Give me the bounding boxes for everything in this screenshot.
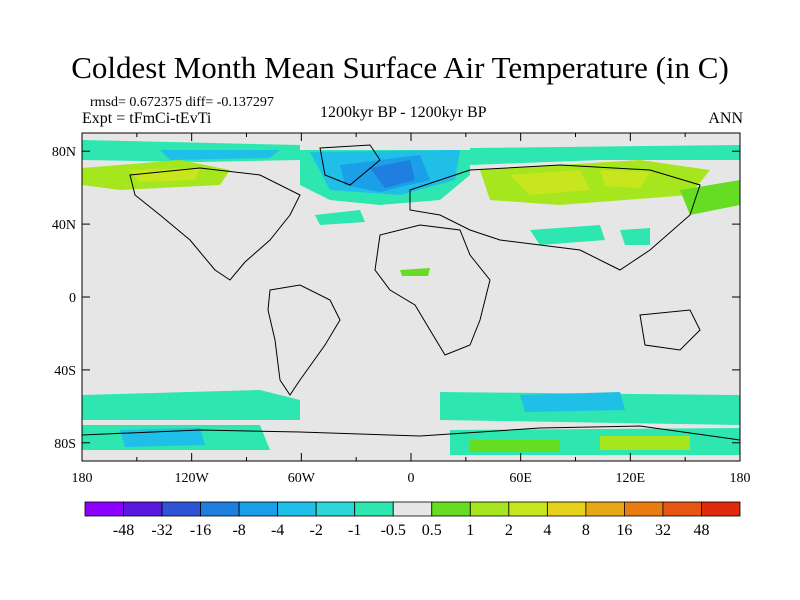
lon-tick-label: 180 bbox=[730, 471, 751, 486]
experiment-label: Expt = tFmCi-tEvTi bbox=[82, 110, 212, 127]
colorbar-box bbox=[662, 501, 702, 517]
colorbar-label: -4 bbox=[271, 522, 284, 539]
lat-tick-label: 0 bbox=[69, 291, 76, 306]
colorbar-label: -2 bbox=[310, 522, 323, 539]
colorbar-box bbox=[315, 501, 356, 517]
lat-tick-label: 80N bbox=[52, 145, 76, 160]
colorbar-label: -16 bbox=[190, 522, 211, 539]
lon-tick-label: 60E bbox=[509, 471, 532, 486]
colorbar-box bbox=[546, 501, 587, 517]
colorbar-label: -48 bbox=[113, 522, 134, 539]
coastlines bbox=[81, 144, 741, 441]
colorbar-label: 8 bbox=[582, 522, 590, 539]
colorbar-label: 1 bbox=[466, 522, 474, 539]
season-label: ANN bbox=[708, 110, 743, 127]
colorbar-label: 0.5 bbox=[422, 522, 442, 539]
colorbar-box bbox=[84, 501, 124, 517]
lon-tick-label: 0 bbox=[408, 471, 415, 486]
colorbar-label: 48 bbox=[693, 522, 709, 539]
colorbar-box bbox=[392, 501, 433, 517]
lon-tick-label: 60W bbox=[288, 471, 316, 486]
lat-tick-label: 40S bbox=[54, 364, 76, 379]
colorbar-box bbox=[469, 501, 510, 517]
colorbar-label: -8 bbox=[232, 522, 245, 539]
latitude-axis: 80N 40N 0 40S 80S bbox=[52, 145, 740, 452]
anomaly-fields bbox=[82, 140, 740, 455]
stats-label: rmsd= 0.672375 diff= -0.137297 bbox=[90, 95, 274, 110]
colorbar-box bbox=[238, 501, 279, 517]
colorbar-label: 2 bbox=[505, 522, 513, 539]
colorbar-box bbox=[431, 501, 471, 517]
colorbar-label: -1 bbox=[348, 522, 361, 539]
colorbar-box bbox=[354, 501, 394, 517]
lat-tick-label: 40N bbox=[52, 218, 76, 233]
colorbar-label: 16 bbox=[616, 522, 632, 539]
lon-tick-label: 120W bbox=[175, 471, 210, 486]
colorbar-box bbox=[277, 501, 317, 517]
colorbar-box bbox=[200, 501, 240, 517]
longitude-axis: 180 120W 60W 0 60E 120E 180 bbox=[72, 133, 751, 486]
colorbar-box bbox=[161, 501, 201, 517]
period-label: 1200kyr BP - 1200kyr BP bbox=[320, 104, 487, 121]
lat-tick-label: 80S bbox=[54, 437, 76, 452]
colorbar-label: -0.5 bbox=[381, 522, 406, 539]
colorbar-label: 32 bbox=[655, 522, 671, 539]
colorbar-box bbox=[624, 501, 664, 517]
colorbar-box bbox=[701, 501, 741, 517]
map-title: Coldest Month Mean Surface Air Temperatu… bbox=[71, 50, 729, 85]
colorbar-box bbox=[508, 501, 548, 517]
colorbar-label: -32 bbox=[151, 522, 172, 539]
colorbar-box bbox=[585, 501, 625, 517]
colorbar: -48 -32 -16 -8 -4 -2 -1 -0.5 0.5 1 2 4 8 16 32 48 bbox=[84, 501, 741, 539]
lon-tick-label: 180 bbox=[72, 471, 93, 486]
lon-tick-label: 120E bbox=[616, 471, 646, 486]
colorbar-label: 4 bbox=[543, 522, 551, 539]
colorbar-box bbox=[123, 501, 163, 517]
